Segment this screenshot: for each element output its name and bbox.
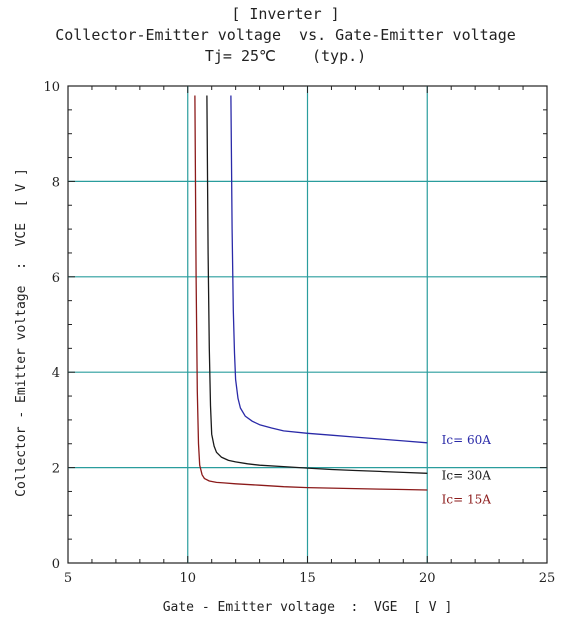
curve-label: Ic= 60A	[442, 433, 492, 447]
series-line	[230, 95, 428, 444]
x-tick-label: 5	[64, 571, 72, 586]
x-tick-label: 15	[299, 571, 316, 586]
series-line	[194, 95, 428, 491]
y-tick-label: 8	[52, 175, 60, 190]
y-tick-label: 2	[52, 462, 60, 477]
x-axis-label: Gate - Emitter voltage : VGE [ V ]	[163, 600, 453, 615]
y-axis-label: Collector - Emitter voltage : VCE [ V ]	[14, 168, 29, 497]
y-tick-label: 10	[43, 80, 60, 95]
y-tick-label: 4	[52, 366, 60, 381]
chart-subtitle: Collector-Emitter voltage vs. Gate-Emitt…	[55, 26, 516, 44]
chart-title: [ Inverter ]	[231, 5, 340, 23]
y-tick-label: 0	[52, 557, 60, 572]
curve-label: Ic= 15A	[442, 492, 492, 506]
chart-title-block: [ Inverter ] Collector-Emitter voltage v…	[0, 4, 571, 67]
x-tick-label: 20	[419, 571, 436, 586]
chart-condition: Tj= 25℃ (typ.)	[204, 47, 367, 65]
x-tick-label: 10	[179, 571, 196, 586]
y-tick-label: 6	[52, 271, 60, 286]
curve-label: Ic= 30A	[442, 469, 492, 483]
series-line	[206, 95, 428, 474]
x-tick-label: 25	[539, 571, 556, 586]
